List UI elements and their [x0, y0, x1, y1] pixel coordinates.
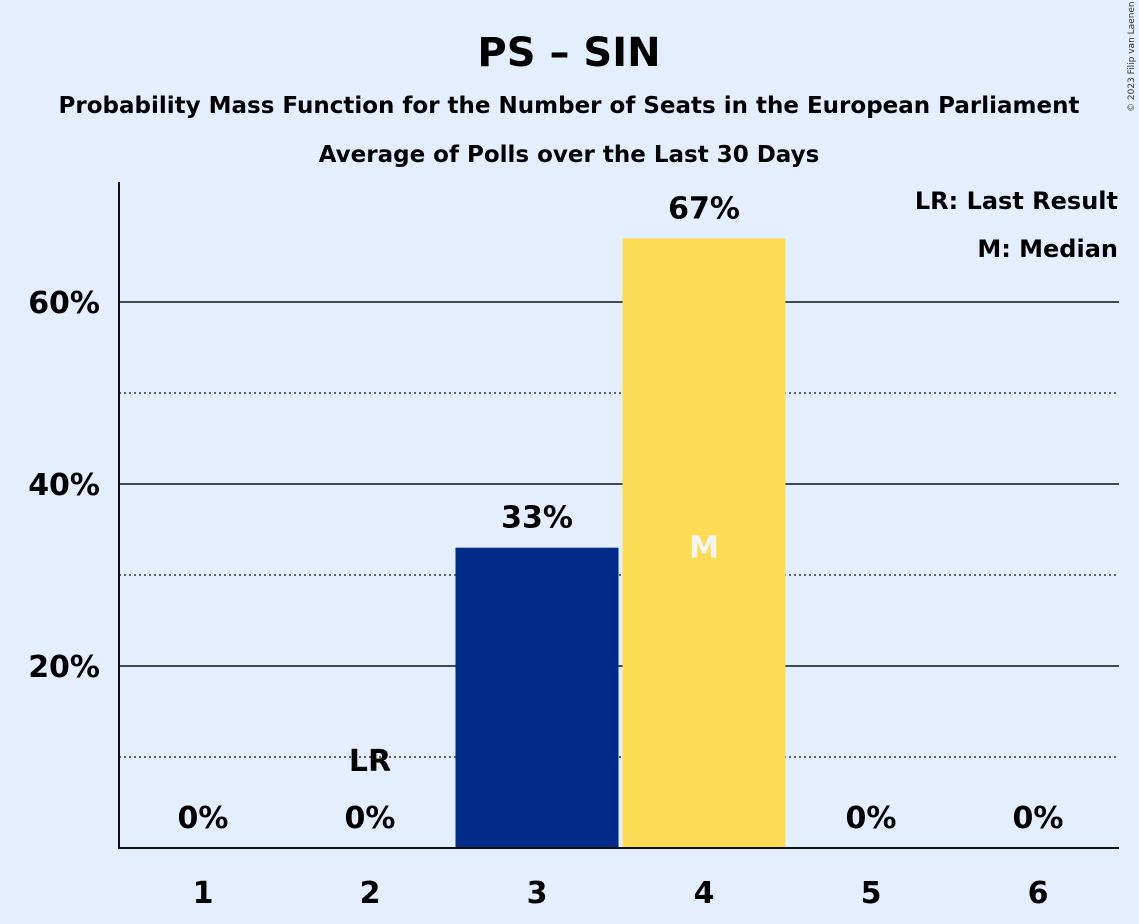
- y-tick-label: 40%: [28, 468, 100, 503]
- median-marker: M: [689, 531, 719, 566]
- bar-seats-4: [622, 238, 786, 849]
- x-tick-label: 2: [360, 876, 381, 911]
- x-tick-label: 4: [694, 876, 715, 911]
- bar-value-label: 0%: [1013, 801, 1064, 836]
- legend-last-result: LR: Last Result: [915, 187, 1118, 215]
- x-tick-label: 6: [1028, 876, 1049, 911]
- bar-value-label: 0%: [178, 801, 229, 836]
- gridlines: [119, 301, 1119, 758]
- x-tick-label: 1: [193, 876, 214, 911]
- bar-value-label: 0%: [846, 801, 897, 836]
- chart-subtitle: Probability Mass Function for the Number…: [59, 93, 1080, 119]
- bars: [455, 238, 786, 849]
- bar-value-labels: 0% 0% LR 33% 67% M 0% 0%: [178, 191, 1064, 836]
- chart-subtitle-period: Average of Polls over the Last 30 Days: [319, 142, 820, 168]
- y-tick-label: 60%: [28, 286, 100, 321]
- bar-seats-3: [455, 547, 619, 848]
- bar-value-label: 0%: [345, 801, 396, 836]
- x-tick-label: 5: [861, 876, 882, 911]
- y-axis-ticks: 20% 40% 60%: [28, 286, 100, 685]
- copyright-notice: © 2023 Filip van Laenen: [1127, 1, 1137, 112]
- legend-median: M: Median: [977, 235, 1118, 263]
- x-axis-ticks: 1 2 3 4 5 6: [193, 876, 1049, 911]
- last-result-marker: LR: [349, 744, 391, 779]
- bar-value-label: 67%: [668, 191, 740, 226]
- chart-title: PS – SIN: [477, 30, 660, 76]
- x-tick-label: 3: [527, 876, 548, 911]
- y-tick-label: 20%: [28, 650, 100, 685]
- bar-value-label: 33%: [501, 501, 573, 536]
